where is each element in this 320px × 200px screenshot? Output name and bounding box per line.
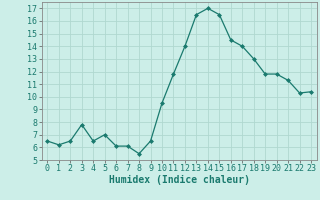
X-axis label: Humidex (Indice chaleur): Humidex (Indice chaleur) (109, 175, 250, 185)
